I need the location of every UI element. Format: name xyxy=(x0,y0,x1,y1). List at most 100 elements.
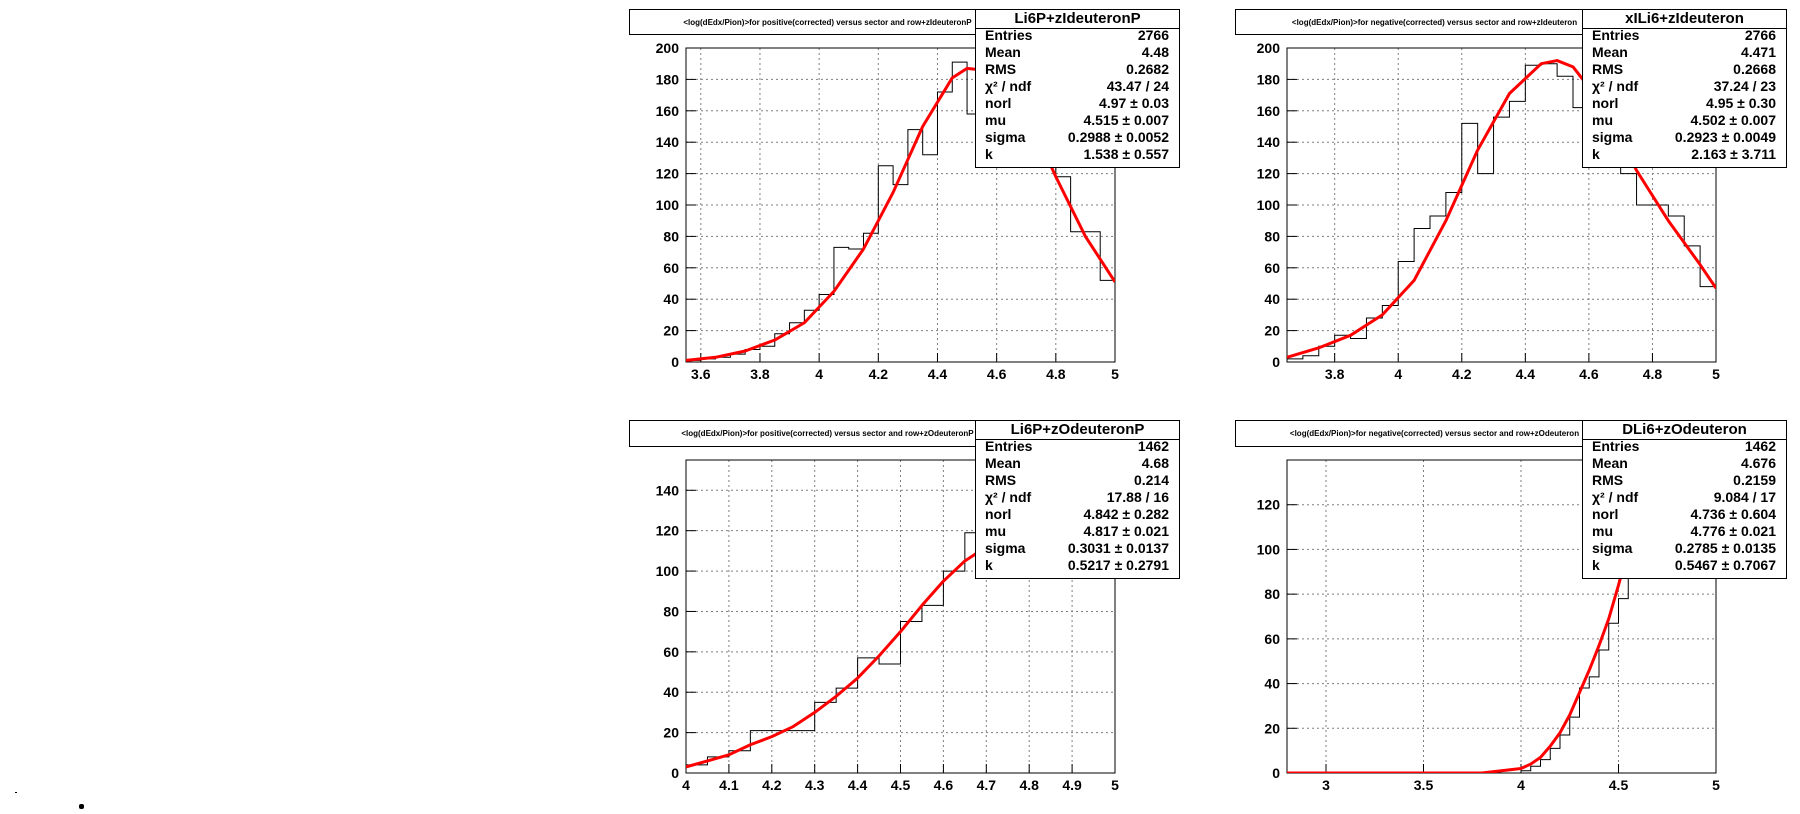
stats-value: 0.2159 xyxy=(1733,472,1776,488)
stray-glyph xyxy=(79,804,84,809)
stats-label: norl xyxy=(985,95,1012,111)
stats-row: RMS 0.214 xyxy=(976,472,1179,489)
stats-row: norl 4.842 ± 0.282 xyxy=(976,506,1179,523)
x-tick-label: 5 xyxy=(1111,366,1119,382)
stats-label: Mean xyxy=(1592,44,1628,60)
fit-curve xyxy=(1287,549,1630,773)
stats-title: Li6P+zIdeuteronP xyxy=(976,10,1179,29)
y-tick-label: 80 xyxy=(1264,586,1280,602)
x-tick-label: 4 xyxy=(1394,366,1402,382)
stray-mark xyxy=(15,792,17,793)
stats-box: Li6P+zOdeuteronP Entries 1462 Mean 4.68 RMS 0.… xyxy=(975,420,1180,579)
y-tick-label: 40 xyxy=(663,684,679,700)
stats-row: k 1.538 ± 0.557 xyxy=(976,146,1179,163)
y-tick-label: 40 xyxy=(1264,676,1280,692)
fit-curve xyxy=(686,545,988,769)
y-tick-label: 80 xyxy=(1264,228,1280,244)
stats-row: norl 4.736 ± 0.604 xyxy=(1583,506,1786,523)
stats-value: 4.676 xyxy=(1740,455,1776,471)
y-tick-label: 20 xyxy=(663,725,679,741)
x-tick-label: 4 xyxy=(1517,777,1525,793)
y-tick-label: 160 xyxy=(656,103,680,119)
stats-row: k 0.5217 ± 0.2791 xyxy=(976,557,1179,574)
stats-row: χ² / ndf 17.88 / 16 xyxy=(976,489,1179,506)
stats-row: Mean 4.68 xyxy=(976,455,1179,472)
histogram-title: <log(dEdx/Pion)>for positive(corrected) … xyxy=(629,420,1026,447)
stats-value: 0.2923 ± 0.0049 xyxy=(1674,129,1776,145)
histogram-bins xyxy=(1520,549,1629,773)
stats-row: norl 4.95 ± 0.30 xyxy=(1583,95,1786,112)
stats-value: 43.47 / 24 xyxy=(1106,78,1169,94)
stats-value: 4.471 xyxy=(1740,44,1776,60)
histogram-title: <log(dEdx/Pion)>for negative(corrected) … xyxy=(1235,420,1634,447)
x-tick-label: 4.5 xyxy=(1609,777,1629,793)
x-tick-label: 3.8 xyxy=(1325,366,1345,382)
x-tick-label: 4.1 xyxy=(719,777,739,793)
stats-row: Mean 4.676 xyxy=(1583,455,1786,472)
fit-curve xyxy=(1287,59,1716,359)
stats-label: Mean xyxy=(985,455,1021,471)
stats-value: 0.3031 ± 0.0137 xyxy=(1067,540,1169,556)
stats-title: DLi6+zOdeuteron xyxy=(1583,421,1786,440)
stats-value: 4.842 ± 0.282 xyxy=(1083,506,1169,522)
stats-label: RMS xyxy=(1592,61,1624,77)
stats-value: 1462 xyxy=(1137,438,1169,454)
stats-value: 0.5467 ± 0.7067 xyxy=(1674,557,1776,573)
y-tick-label: 180 xyxy=(656,71,680,87)
stats-value: 0.2988 ± 0.0052 xyxy=(1067,129,1169,145)
stats-row: RMS 0.2159 xyxy=(1583,472,1786,489)
x-tick-label: 5 xyxy=(1111,777,1119,793)
x-tick-label: 3.8 xyxy=(750,366,770,382)
x-tick-label: 4 xyxy=(682,777,690,793)
x-tick-label: 4.9 xyxy=(1062,777,1082,793)
stats-label: χ² / ndf xyxy=(985,489,1032,505)
stats-row: norl 4.97 ± 0.03 xyxy=(976,95,1179,112)
stats-value: 4.736 ± 0.604 xyxy=(1690,506,1776,522)
y-tick-label: 40 xyxy=(663,291,679,307)
stats-row: Entries 2766 xyxy=(1583,27,1786,44)
x-tick-label: 3 xyxy=(1322,777,1330,793)
x-tick-label: 4 xyxy=(815,366,823,382)
y-tick-label: 140 xyxy=(656,482,680,498)
y-tick-label: 180 xyxy=(1257,71,1281,87)
stats-label: k xyxy=(1592,557,1600,573)
y-tick-label: 120 xyxy=(1257,166,1281,182)
histogram-title: <log(dEdx/Pion)>for negative(corrected) … xyxy=(1235,9,1634,35)
y-tick-label: 100 xyxy=(656,197,680,213)
stats-value: 17.88 / 16 xyxy=(1106,489,1169,505)
y-tick-label: 140 xyxy=(1257,134,1281,150)
y-tick-label: 100 xyxy=(656,563,680,579)
x-tick-label: 4.2 xyxy=(1452,366,1472,382)
stats-value: 4.97 ± 0.03 xyxy=(1099,95,1169,111)
x-tick-label: 4.8 xyxy=(1643,366,1663,382)
stats-value: 4.817 ± 0.021 xyxy=(1083,523,1169,539)
stats-label: RMS xyxy=(1592,472,1624,488)
y-tick-label: 60 xyxy=(663,260,679,276)
y-tick-label: 100 xyxy=(1257,197,1281,213)
stats-label: sigma xyxy=(1592,540,1633,556)
y-tick-label: 0 xyxy=(1272,354,1280,370)
stats-value: 4.48 xyxy=(1141,44,1169,60)
stats-value: 4.502 ± 0.007 xyxy=(1690,112,1776,128)
x-tick-label: 4.6 xyxy=(1579,366,1599,382)
stats-box: Li6P+zIdeuteronP Entries 2766 Mean 4.48 RMS 0.… xyxy=(975,9,1180,168)
x-tick-label: 4.8 xyxy=(1019,777,1039,793)
stats-label: Mean xyxy=(1592,455,1628,471)
stats-label: norl xyxy=(985,506,1012,522)
y-tick-label: 120 xyxy=(1257,497,1281,513)
stats-row: RMS 0.2668 xyxy=(1583,61,1786,78)
y-tick-label: 20 xyxy=(1264,323,1280,339)
stats-value: 2766 xyxy=(1137,27,1169,43)
x-tick-label: 4.6 xyxy=(934,777,954,793)
stats-label: χ² / ndf xyxy=(1592,489,1639,505)
y-tick-label: 60 xyxy=(663,644,679,660)
x-tick-label: 4.2 xyxy=(762,777,782,793)
x-tick-label: 4.6 xyxy=(987,366,1007,382)
stats-title: xILi6+zIdeuteron xyxy=(1583,10,1786,29)
stats-value: 1.538 ± 0.557 xyxy=(1083,146,1169,162)
stats-row: χ² / ndf 37.24 / 23 xyxy=(1583,78,1786,95)
stats-value: 0.2682 xyxy=(1126,61,1169,77)
stats-value: 37.24 / 23 xyxy=(1713,78,1776,94)
